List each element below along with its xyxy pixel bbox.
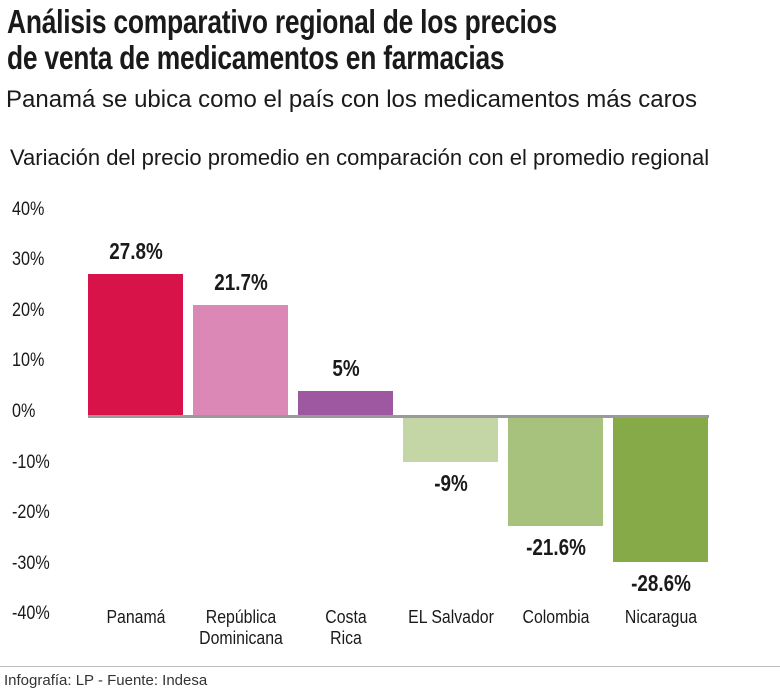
footer-divider: [0, 666, 780, 667]
chart-title: Variación del precio promedio en compara…: [10, 145, 710, 170]
data-label: 21.7%: [213, 269, 268, 296]
bar-5: [508, 416, 603, 527]
data-label: -21.6%: [525, 534, 586, 561]
y-tick-label: 0%: [12, 401, 36, 422]
category-label: República: [205, 607, 276, 627]
category-label: Colombia: [522, 607, 589, 627]
category-label: Nicaragua: [624, 607, 697, 627]
category-label: Dominicana: [198, 628, 283, 648]
category-label: Panamá: [105, 607, 165, 627]
category-label: EL Salvador: [407, 607, 494, 627]
data-label: 5%: [331, 354, 360, 381]
y-tick-label: 40%: [12, 198, 45, 220]
y-tick-label: -20%: [12, 502, 50, 524]
data-label: 27.8%: [108, 238, 163, 265]
data-label: -9%: [433, 469, 468, 496]
category-label: Rica: [329, 628, 362, 648]
footer-credit: Infografía: LP - Fuente: Indesa: [4, 672, 208, 689]
title-line-2: de venta de medicamentos en farmacias: [7, 39, 505, 76]
y-tick-label: -10%: [12, 451, 50, 473]
bar-1: [88, 274, 183, 416]
y-tick-label: 30%: [12, 249, 45, 271]
bar-6: [613, 416, 708, 562]
y-tick-label: -40%: [12, 603, 50, 625]
bar-4: [403, 416, 498, 462]
subtitle: Panamá se ubica como el país con los med…: [6, 86, 697, 113]
zero-baseline: [88, 415, 709, 418]
y-tick-label: 20%: [12, 299, 45, 321]
bar-2: [193, 305, 288, 416]
data-label: -28.6%: [630, 569, 691, 596]
y-tick-label: 10%: [12, 350, 45, 372]
category-label: Costa: [324, 607, 367, 627]
bar-3: [298, 390, 393, 416]
title-line-1: Análisis comparativo regional de los pre…: [7, 3, 557, 40]
y-tick-label: -30%: [12, 552, 50, 574]
